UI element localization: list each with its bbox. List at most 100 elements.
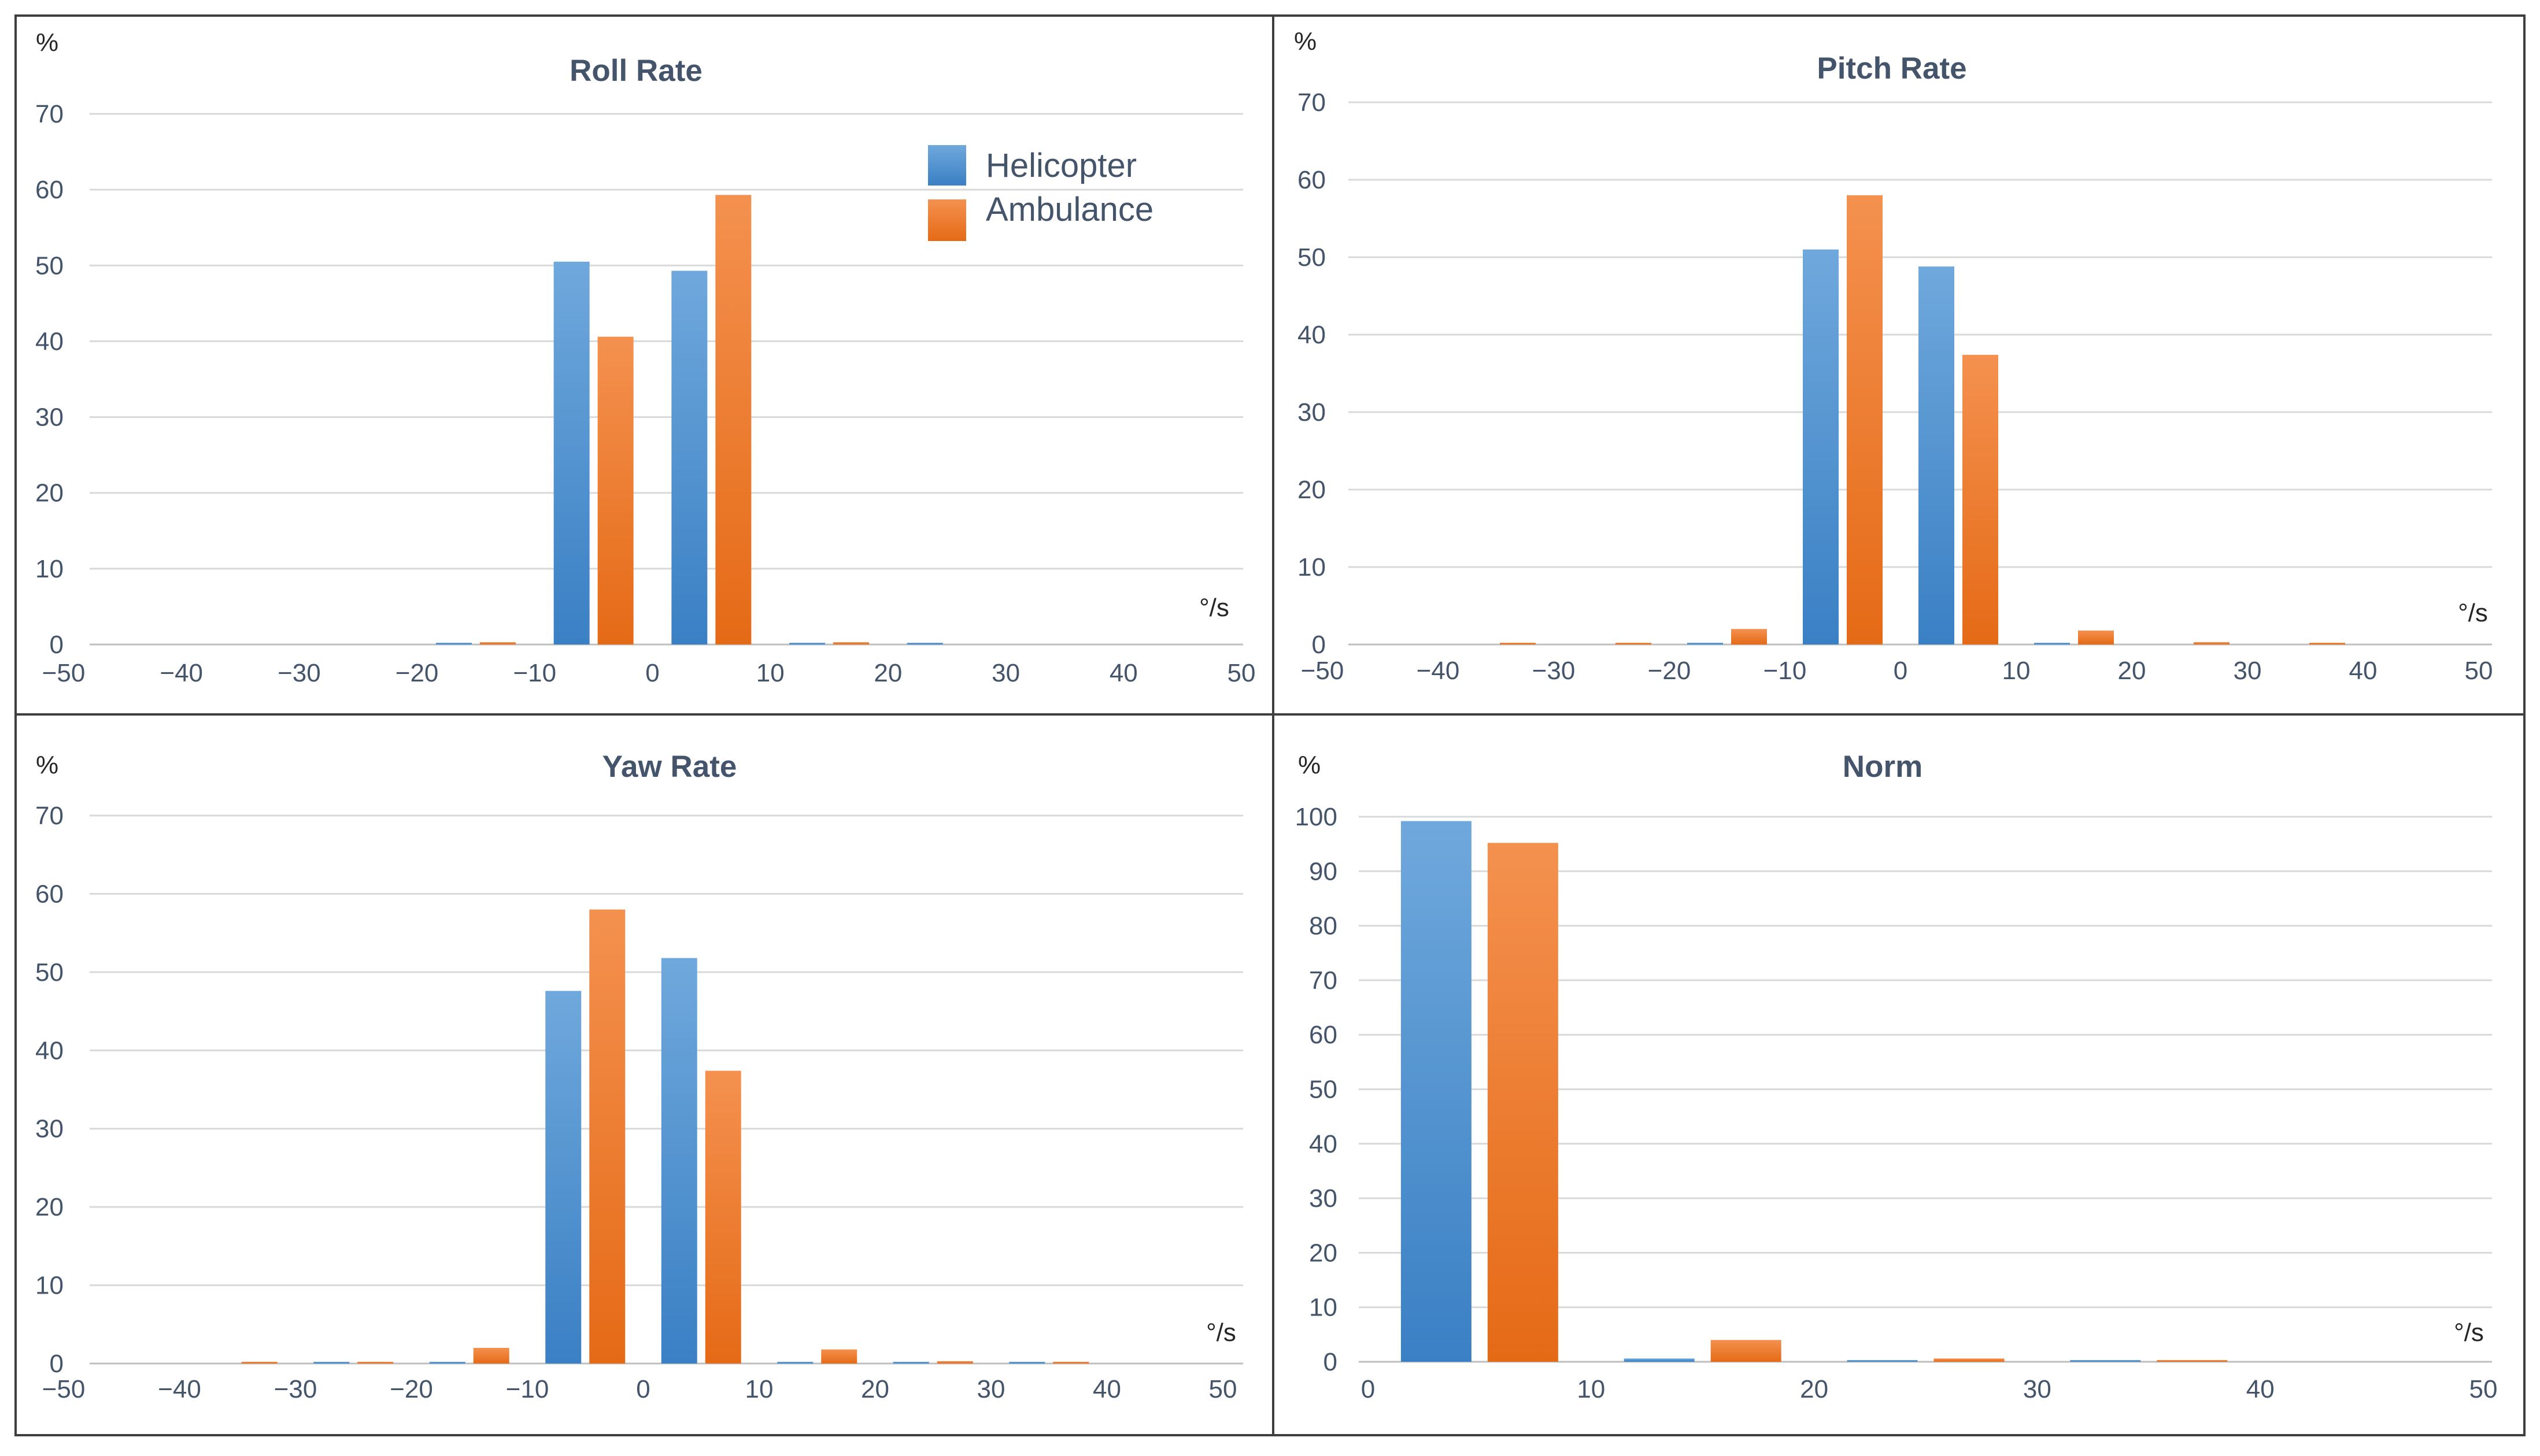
- pitch-y-tick-label: 20: [1297, 476, 1326, 504]
- pitch-x-tick-label: 0: [1894, 657, 1907, 685]
- roll-bar-ambulance: [597, 336, 634, 644]
- yaw-bar-helicopter: [893, 1362, 929, 1364]
- roll-bar-helicopter: [553, 261, 590, 644]
- norm-bar-ambulance: [1487, 843, 1558, 1362]
- roll-x-tick-label: 0: [645, 659, 659, 687]
- norm-y-tick-label: 80: [1309, 912, 1337, 940]
- norm-x-tick-label: 50: [2469, 1375, 2498, 1403]
- yaw-x-tick-label: 30: [977, 1375, 1005, 1403]
- pitch-y-tick-label: 40: [1297, 321, 1326, 349]
- pitch-x-tick-label: −20: [1648, 657, 1691, 685]
- pitch-y-tick-label: 70: [1297, 88, 1326, 117]
- norm-bars: [1400, 821, 2228, 1362]
- pitch-x-tick-label: 30: [2234, 657, 2262, 685]
- roll-x-tick-label: −20: [395, 659, 439, 687]
- yaw-x-tick-label: −40: [158, 1375, 201, 1403]
- yaw-y-tick-label: 0: [50, 1350, 64, 1378]
- yaw-x-tick-label: −30: [274, 1375, 317, 1403]
- roll-bar-ambulance: [715, 195, 752, 644]
- yaw-y-tick-label: 70: [35, 802, 64, 830]
- pitch-bar-ambulance: [1731, 629, 1767, 644]
- pitch-x-tick-label: −30: [1532, 657, 1576, 685]
- yaw-bar-helicopter: [661, 958, 697, 1364]
- yaw-bar-ambulance: [937, 1361, 973, 1364]
- legend: Helicopter Ambulance: [928, 145, 1153, 241]
- roll-bar-ambulance: [833, 642, 870, 644]
- yaw-x-tick-label: 40: [1093, 1375, 1121, 1403]
- norm-y-tick-label: 100: [1295, 803, 1337, 831]
- pitch-rate-chart: 0 10 20 30 40 50 60 70 −50 −40 −30 −20 −10 0 10 20 30 40…: [1294, 27, 2493, 685]
- yaw-bar-ambulance: [241, 1362, 278, 1364]
- pitch-x-tick-labels: −50 −40 −30 −20 −10 0 10 20 30 40 50: [1301, 657, 2493, 685]
- pitch-x-tick-label: −10: [1763, 657, 1807, 685]
- pitch-y-tick-label: 50: [1297, 243, 1326, 272]
- panel-frame-pitch: [1272, 14, 2526, 716]
- norm-y-tick-label: 30: [1309, 1184, 1337, 1213]
- roll-y-tick-label: 20: [35, 479, 64, 507]
- legend-swatch-helicopter: [928, 145, 966, 186]
- pitch-y-tick-labels: 0 10 20 30 40 50 60 70: [1297, 88, 1326, 659]
- yaw-x-tick-label: 10: [745, 1375, 774, 1403]
- norm-y-tick-label: 60: [1309, 1021, 1337, 1049]
- yaw-rate-chart: 0 10 20 30 40 50 60 70 −50 −40 −30 −20 −10 0 10 20 30 40…: [35, 750, 1243, 1403]
- yaw-x-tick-label: −10: [506, 1375, 549, 1403]
- roll-y-tick-label: 10: [35, 555, 64, 583]
- pitch-y-unit-label: %: [1294, 27, 1317, 55]
- pitch-bar-helicopter: [1918, 266, 1954, 645]
- pitch-x-tick-label: 10: [2002, 657, 2031, 685]
- pitch-bar-ambulance: [2194, 642, 2230, 644]
- pitch-y-tick-label: 30: [1297, 398, 1326, 427]
- yaw-bar-ambulance: [1053, 1362, 1089, 1364]
- yaw-y-tick-labels: 0 10 20 30 40 50 60 70: [35, 802, 64, 1378]
- yaw-y-tick-label: 20: [35, 1193, 64, 1221]
- pitch-bar-ambulance: [1615, 643, 1651, 644]
- roll-x-unit-label: °/s: [1199, 594, 1229, 622]
- pitch-y-tick-label: 0: [1312, 631, 1326, 659]
- norm-x-tick-label: 40: [2246, 1375, 2275, 1403]
- roll-bars: [435, 195, 943, 645]
- norm-y-tick-labels: 0 10 20 30 40 50 60 70 80 90 100: [1295, 803, 1337, 1376]
- norm-y-tick-label: 50: [1309, 1076, 1337, 1104]
- pitch-bar-ambulance: [1500, 643, 1536, 644]
- roll-x-tick-label: 30: [992, 659, 1020, 687]
- norm-y-tick-label: 90: [1309, 857, 1337, 886]
- norm-bar-ambulance: [1933, 1358, 2005, 1362]
- legend-swatch-ambulance: [928, 199, 966, 241]
- legend-label-helicopter: Helicopter: [986, 147, 1137, 184]
- panel-frame-roll: [14, 14, 1274, 716]
- legend-label-ambulance: Ambulance: [986, 191, 1153, 228]
- yaw-x-tick-label: 50: [1209, 1375, 1237, 1403]
- yaw-x-unit-label: °/s: [1206, 1318, 1236, 1347]
- roll-x-tick-label: −10: [513, 659, 556, 687]
- pitch-bar-ambulance: [1962, 354, 1998, 644]
- yaw-x-tick-label: −20: [390, 1375, 433, 1403]
- roll-gridlines: [90, 113, 1243, 646]
- norm-chart-title: Norm: [1843, 750, 1922, 784]
- yaw-x-tick-label: −50: [42, 1375, 86, 1403]
- yaw-bar-helicopter: [429, 1362, 465, 1364]
- roll-bar-ambulance: [479, 642, 516, 644]
- roll-bar-helicopter: [671, 271, 708, 645]
- norm-bar-helicopter: [2070, 1360, 2141, 1362]
- roll-chart-title: Roll Rate: [570, 54, 703, 88]
- norm-x-tick-label: 30: [2023, 1375, 2051, 1403]
- roll-y-tick-label: 60: [35, 176, 64, 204]
- yaw-bar-helicopter: [777, 1362, 814, 1364]
- pitch-bars: [1500, 195, 2345, 645]
- yaw-x-tick-labels: −50 −40 −30 −20 −10 0 10 20 30 40 50: [42, 1375, 1237, 1403]
- norm-bar-ambulance: [2157, 1360, 2228, 1362]
- pitch-bar-ambulance: [2309, 643, 2345, 644]
- norm-bar-helicopter: [1400, 821, 1472, 1362]
- pitch-bar-helicopter: [1803, 249, 1839, 645]
- roll-x-tick-label: 40: [1110, 659, 1138, 687]
- yaw-bar-helicopter: [545, 991, 582, 1364]
- pitch-x-tick-label: −50: [1301, 657, 1344, 685]
- yaw-x-tick-label: 0: [636, 1375, 650, 1403]
- yaw-bar-ambulance: [589, 909, 626, 1364]
- norm-x-tick-label: 20: [1800, 1375, 1828, 1403]
- pitch-bar-ambulance: [2078, 630, 2114, 644]
- roll-y-tick-label: 40: [35, 327, 64, 355]
- panel-frame-yaw: [14, 713, 1274, 1436]
